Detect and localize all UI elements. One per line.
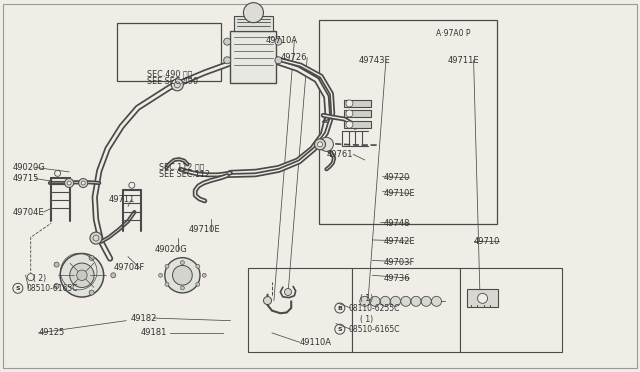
- Circle shape: [264, 296, 271, 305]
- Text: 49710: 49710: [474, 237, 500, 246]
- Circle shape: [346, 100, 353, 107]
- Text: SEC.112 参照: SEC.112 参照: [159, 162, 204, 171]
- Text: 49720: 49720: [384, 173, 410, 182]
- Circle shape: [390, 296, 401, 306]
- Polygon shape: [344, 100, 371, 107]
- Text: 49761: 49761: [326, 150, 353, 159]
- Circle shape: [60, 254, 104, 297]
- Polygon shape: [344, 121, 371, 128]
- Text: SEC.490 参照: SEC.490 参照: [147, 69, 193, 78]
- Circle shape: [129, 182, 135, 188]
- Text: ( 1): ( 1): [360, 294, 374, 303]
- Circle shape: [172, 79, 183, 91]
- Text: 49182: 49182: [131, 314, 157, 323]
- Circle shape: [196, 282, 200, 286]
- Text: 49703F: 49703F: [384, 258, 415, 267]
- Circle shape: [90, 232, 102, 244]
- Circle shape: [314, 139, 326, 150]
- Circle shape: [370, 296, 380, 306]
- Text: 49743E: 49743E: [358, 56, 390, 65]
- Text: A·97A0 P: A·97A0 P: [436, 29, 471, 38]
- Text: 08110-6255C: 08110-6255C: [349, 304, 400, 312]
- Circle shape: [65, 179, 74, 187]
- Circle shape: [346, 110, 353, 117]
- Text: SEE SEC.490: SEE SEC.490: [147, 77, 198, 86]
- Circle shape: [165, 282, 169, 286]
- Circle shape: [165, 258, 200, 293]
- Circle shape: [180, 261, 184, 264]
- Text: ( 1): ( 1): [360, 315, 374, 324]
- Bar: [319, 20, 497, 224]
- Text: 49736: 49736: [384, 274, 411, 283]
- Text: 49726: 49726: [280, 53, 307, 62]
- Circle shape: [275, 57, 282, 64]
- Circle shape: [196, 264, 200, 268]
- Circle shape: [243, 3, 264, 23]
- Bar: [234, 16, 273, 31]
- Text: 49711E: 49711E: [448, 56, 479, 65]
- Text: 49742E: 49742E: [384, 237, 415, 246]
- Circle shape: [111, 273, 116, 278]
- Bar: [248, 268, 352, 352]
- Text: B: B: [337, 305, 342, 311]
- Text: 49711: 49711: [109, 195, 135, 204]
- Circle shape: [67, 181, 71, 185]
- Circle shape: [477, 294, 488, 303]
- Text: 49181: 49181: [141, 328, 167, 337]
- Circle shape: [224, 38, 230, 45]
- Circle shape: [411, 296, 421, 306]
- Circle shape: [431, 296, 442, 306]
- Circle shape: [165, 264, 169, 268]
- Text: 08510-6165C: 08510-6165C: [27, 284, 78, 293]
- Text: 49748: 49748: [384, 219, 410, 228]
- Text: 49125: 49125: [38, 328, 65, 337]
- Bar: [230, 31, 276, 83]
- Bar: [460, 268, 562, 352]
- Text: S: S: [337, 327, 342, 332]
- Circle shape: [173, 266, 192, 285]
- Circle shape: [202, 273, 206, 277]
- Circle shape: [70, 263, 94, 288]
- Circle shape: [28, 274, 34, 280]
- Circle shape: [360, 296, 370, 306]
- Bar: [352, 268, 460, 352]
- Circle shape: [79, 179, 88, 187]
- Text: ( 2): ( 2): [33, 274, 47, 283]
- Circle shape: [54, 262, 59, 267]
- Circle shape: [224, 57, 230, 64]
- Circle shape: [180, 286, 184, 290]
- Circle shape: [54, 170, 61, 176]
- Polygon shape: [344, 110, 371, 117]
- Circle shape: [401, 296, 411, 306]
- Circle shape: [77, 270, 87, 280]
- Circle shape: [81, 181, 85, 185]
- Text: S: S: [15, 286, 20, 291]
- Text: 49704F: 49704F: [114, 263, 145, 272]
- Text: 49715: 49715: [13, 174, 39, 183]
- Circle shape: [275, 38, 282, 45]
- Circle shape: [159, 273, 163, 277]
- Text: 49704E: 49704E: [13, 208, 44, 217]
- Circle shape: [421, 296, 431, 306]
- Circle shape: [54, 283, 59, 288]
- Circle shape: [319, 137, 333, 151]
- Text: SEE SEC.112: SEE SEC.112: [159, 170, 210, 179]
- Circle shape: [317, 142, 323, 147]
- Text: 49020G: 49020G: [13, 163, 45, 172]
- Text: 49710A: 49710A: [266, 36, 298, 45]
- Circle shape: [346, 121, 353, 128]
- Circle shape: [89, 256, 94, 260]
- Text: 49110A: 49110A: [300, 338, 332, 347]
- Text: 49710E: 49710E: [384, 189, 415, 198]
- Text: 08510-6165C: 08510-6165C: [349, 325, 400, 334]
- Text: 49020G: 49020G: [155, 246, 188, 254]
- Circle shape: [380, 296, 390, 306]
- Bar: [117, 23, 221, 81]
- Text: 49710E: 49710E: [188, 225, 220, 234]
- Bar: [467, 289, 498, 307]
- Circle shape: [285, 289, 291, 295]
- Circle shape: [89, 290, 94, 295]
